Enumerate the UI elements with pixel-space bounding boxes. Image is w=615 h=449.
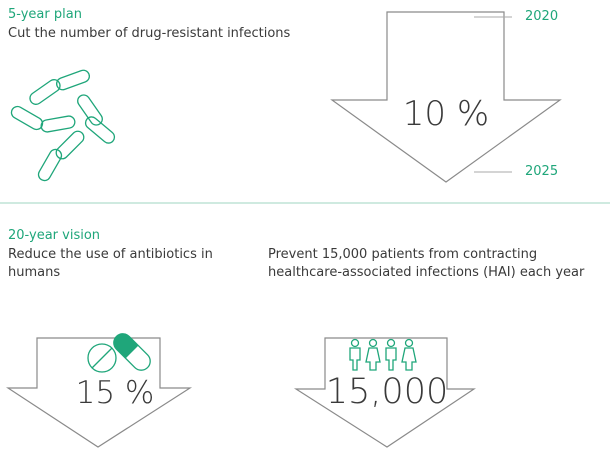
- start-year: 2020: [525, 9, 559, 24]
- vision-value: 15,000: [325, 372, 449, 412]
- people-icon: [349, 338, 417, 371]
- plan-text: Cut the number of drug-resistant infecti…: [8, 26, 291, 41]
- arrow-15000: [293, 337, 476, 448]
- bacteria-icon: [10, 69, 116, 182]
- vision-item-text: Reduce the use of antibiotics in humans: [8, 247, 213, 280]
- plan-label: 5-year plan: [8, 7, 82, 22]
- plan-value: 10 %: [402, 94, 490, 134]
- vision-item-text: Prevent 15,000 patients from contracting…: [268, 247, 585, 280]
- vision-label: 20-year vision: [8, 228, 101, 243]
- pills-icon: [87, 333, 151, 373]
- arrow-10: [330, 11, 562, 183]
- arrow-15-percent: [5, 337, 193, 448]
- vision-value: 15 %: [75, 375, 155, 411]
- end-year: 2025: [525, 164, 559, 179]
